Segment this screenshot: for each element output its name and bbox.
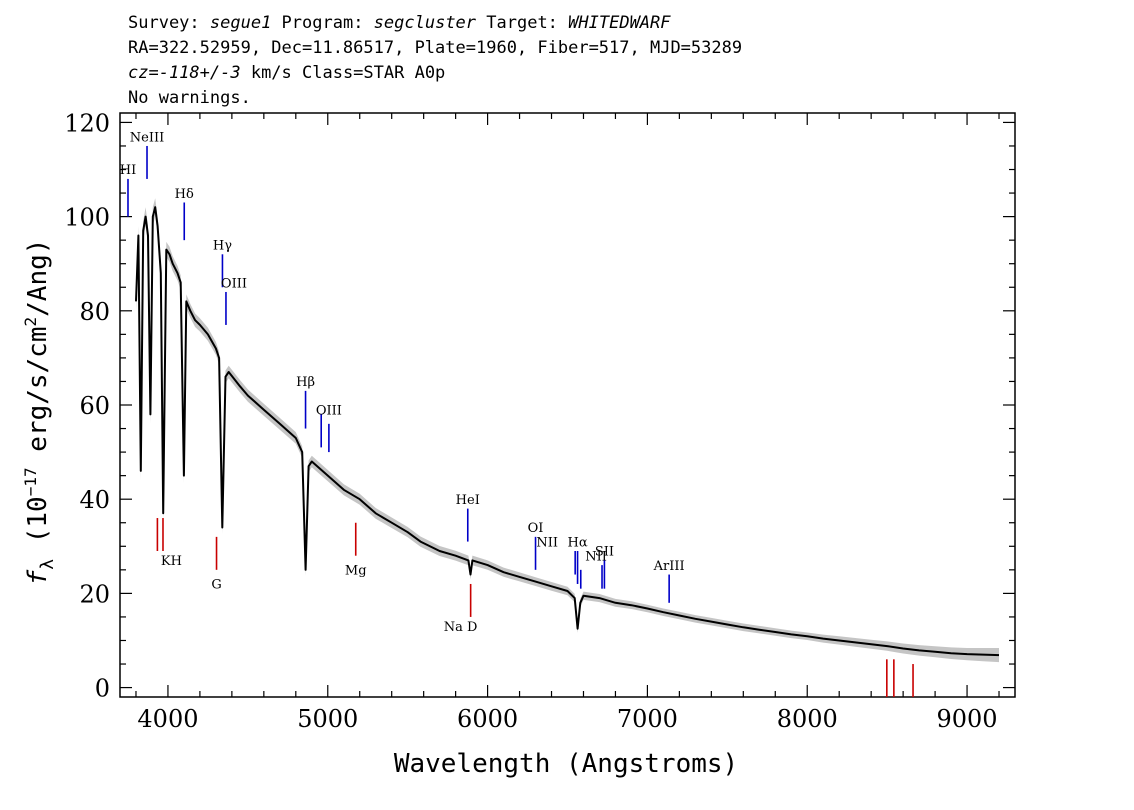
emission-line-label: Hβ bbox=[296, 375, 315, 390]
emission-line-label: Hα bbox=[568, 535, 588, 550]
flux-line bbox=[135, 206, 1000, 657]
y-tick-label: 40 bbox=[79, 486, 110, 514]
survey-label: Survey: bbox=[128, 13, 210, 33]
redshift-value: cz=-118+/-3 bbox=[128, 63, 241, 83]
emission-line-label: Hδ bbox=[175, 187, 194, 202]
header-line-2: RA=322.52959, Dec=11.86517, Plate=1960, … bbox=[128, 38, 742, 58]
program-value: segcluster bbox=[374, 13, 477, 33]
y-tick-label: 60 bbox=[79, 392, 110, 420]
header-line-1: Survey: segue1 Program: segcluster Targe… bbox=[128, 13, 671, 33]
header-line-4: No warnings. bbox=[128, 88, 251, 108]
y-tick-label: 120 bbox=[64, 109, 110, 137]
x-axis-title: Wavelength (Angstroms) bbox=[394, 749, 738, 779]
emission-line-label: OIII bbox=[221, 276, 247, 291]
plot-area: 4000 5000 6000 7000 8000 9000 0 20 40 60 80 100 120 H… bbox=[64, 109, 1016, 733]
y-tick-label: 20 bbox=[79, 580, 110, 608]
x-tick-label: 5000 bbox=[297, 705, 358, 733]
program-label: Program: bbox=[271, 13, 373, 33]
x-tick-label: 7000 bbox=[617, 705, 678, 733]
absorption-line-label: G bbox=[211, 578, 221, 593]
emission-line-label: ArIII bbox=[653, 559, 685, 574]
emission-line-label: OIII bbox=[316, 403, 342, 418]
target-value: WHITEDWARF bbox=[568, 13, 671, 33]
y-axis-title: fλ (10−17 erg/s/cm2/Ang) bbox=[21, 239, 58, 586]
emission-line-label: SII bbox=[595, 545, 614, 560]
emission-line-label: HeI bbox=[456, 493, 480, 508]
x-tick-label: 4000 bbox=[137, 705, 198, 733]
y-tick-label: 0 bbox=[95, 675, 110, 703]
y-tick-label: 100 bbox=[64, 204, 110, 232]
header-line-3: cz=-118+/-3 km/s Class=STAR A0p bbox=[128, 63, 445, 83]
y-tick-label: 80 bbox=[79, 298, 110, 326]
absorption-line-label: KH bbox=[161, 554, 182, 569]
absorption-line-label: Na D bbox=[444, 620, 478, 635]
emission-line-label: NII bbox=[536, 535, 558, 550]
x-tick-label: 8000 bbox=[777, 705, 838, 733]
absorption-line-label: Mg bbox=[345, 564, 367, 579]
x-tick-label: 9000 bbox=[937, 705, 998, 733]
x-tick-label: 6000 bbox=[457, 705, 518, 733]
emission-line-label: NII bbox=[585, 549, 607, 564]
emission-line-label: Hγ bbox=[213, 239, 232, 254]
target-label: Target: bbox=[476, 13, 568, 33]
survey-value: segue1 bbox=[210, 13, 271, 33]
emission-line-label: NeIII bbox=[130, 130, 164, 145]
error-band bbox=[136, 198, 999, 663]
emission-line-label: OI bbox=[528, 521, 544, 536]
emission-line-label: HI bbox=[120, 163, 136, 178]
class-text: km/s Class=STAR A0p bbox=[241, 63, 446, 83]
